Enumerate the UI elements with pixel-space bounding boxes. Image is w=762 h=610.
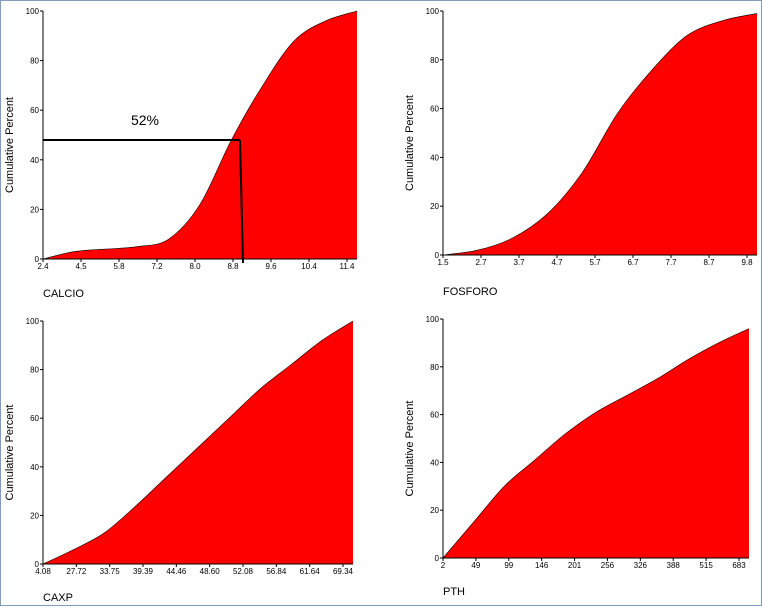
x-tick-label: 9.8	[741, 258, 753, 267]
y-tick-label: 100	[426, 315, 440, 324]
x-tick-label: 2	[441, 561, 446, 570]
x-tick-label: 9.6	[265, 262, 277, 271]
x-tick-label: 388	[667, 561, 681, 570]
cumulative-curve-line	[442, 328, 750, 559]
y-tick-label: 40	[430, 153, 439, 162]
y-tick-label: 0	[35, 255, 40, 264]
cumulative-curve-line	[42, 320, 354, 565]
y-axis-label: Cumulative Percent	[404, 95, 416, 191]
y-tick-label: 60	[430, 411, 439, 420]
x-tick-label: 683	[732, 561, 746, 570]
x-tick-label: 3.7	[513, 258, 525, 267]
y-tick-label: 60	[30, 106, 39, 115]
y-tick-label: 80	[430, 363, 439, 372]
x-tick-label: 515	[699, 561, 713, 570]
x-tick-label: 4.7	[551, 258, 563, 267]
x-tick-label: 1.5	[437, 258, 449, 267]
chart-panel-calcio: 0 20 40 60 80 100 2.4 4.5 5.8 7.2 8.0 8.8 9.6 10.4 11.…	[4, 7, 358, 300]
y-axis-label: Cumulative Percent	[404, 401, 416, 497]
x-tick-label: 5.8	[113, 262, 125, 271]
y-axis-label: Cumulative Percent	[4, 97, 16, 193]
y-tick-label: 20	[430, 506, 439, 515]
y-tick-label: 0	[35, 560, 40, 569]
x-tick-label: 69.34	[333, 567, 354, 576]
y-tick-label: 80	[430, 56, 439, 65]
x-variable-name: PTH	[443, 586, 465, 598]
y-tick-label: 60	[430, 105, 439, 114]
y-tick-label: 0	[435, 554, 440, 563]
x-tick-label: 7.2	[151, 262, 163, 271]
x-variable-name: CALCIO	[43, 288, 84, 300]
x-tick-label: 201	[568, 561, 582, 570]
x-tick-label: 146	[535, 561, 549, 570]
x-tick-label: 8.8	[227, 262, 239, 271]
chart-panel-fosforo: 0 20 40 60 80 100 1.5 2.7 3.7 4.7 5.7 6.7 7.7 8.7 9.8 C…	[404, 7, 758, 298]
chart-panel-pth: 0 20 40 60 80 100 2 49 99 146 201 256 326 388 515 683 Cu…	[404, 315, 750, 598]
x-tick-label: 11.4	[340, 262, 356, 271]
x-tick-label: 256	[601, 561, 615, 570]
y-tick-label: 20	[30, 205, 39, 214]
x-tick-label: 2.4	[37, 262, 49, 271]
cumulative-area	[443, 328, 749, 558]
x-tick-label: 61.64	[300, 567, 321, 576]
cumulative-area	[43, 11, 357, 259]
y-tick-label: 40	[30, 156, 39, 165]
x-tick-label: 52.08	[233, 567, 254, 576]
x-tick-label: 10.4	[301, 262, 317, 271]
x-tick-label: 27.72	[66, 567, 87, 576]
y-tick-label: 100	[26, 317, 40, 326]
y-tick-label: 100	[26, 7, 40, 16]
y-axis-label: Cumulative Percent	[4, 405, 16, 501]
x-tick-label: 6.7	[627, 258, 639, 267]
y-tick-label: 80	[30, 57, 39, 66]
y-tick-label: 40	[430, 458, 439, 467]
x-tick-label: 56.84	[266, 567, 287, 576]
x-tick-label: 44.46	[166, 567, 187, 576]
reference-line-vertical	[239, 139, 244, 264]
cumulative-curve-line	[442, 13, 758, 256]
x-tick-label: 8.7	[703, 258, 715, 267]
y-tick-label: 80	[30, 366, 39, 375]
y-tick-label: 100	[426, 7, 440, 16]
x-variable-name: CAXP	[43, 592, 73, 604]
cumulative-curve-line	[42, 10, 358, 260]
cumulative-area	[43, 321, 353, 564]
x-tick-label: 4.5	[75, 262, 87, 271]
x-tick-label: 39.39	[133, 567, 154, 576]
x-variable-name: FOSFORO	[443, 286, 498, 298]
cumulative-area	[443, 13, 757, 256]
x-tick-label: 4.08	[35, 567, 51, 576]
x-tick-label: 33.75	[100, 567, 121, 576]
x-tick-label: 2.7	[475, 258, 487, 267]
y-tick-label: 0	[435, 251, 440, 260]
x-tick-label: 5.7	[589, 258, 601, 267]
x-tick-label: 7.7	[665, 258, 677, 267]
y-tick-label: 60	[30, 414, 39, 423]
annotation-label: 52%	[131, 112, 159, 128]
chart-panel-caxp: 0 20 40 60 80 100 4.08 27.72 33.75 39.39 44.46 48.6…	[4, 317, 354, 604]
x-tick-label: 48.60	[200, 567, 221, 576]
x-tick-label: 326	[634, 561, 648, 570]
x-tick-label: 49	[471, 561, 480, 570]
x-tick-label: 8.0	[189, 262, 201, 271]
y-tick-label: 20	[430, 202, 439, 211]
x-tick-label: 99	[504, 561, 513, 570]
y-tick-label: 40	[30, 463, 39, 472]
y-tick-label: 20	[30, 511, 39, 520]
